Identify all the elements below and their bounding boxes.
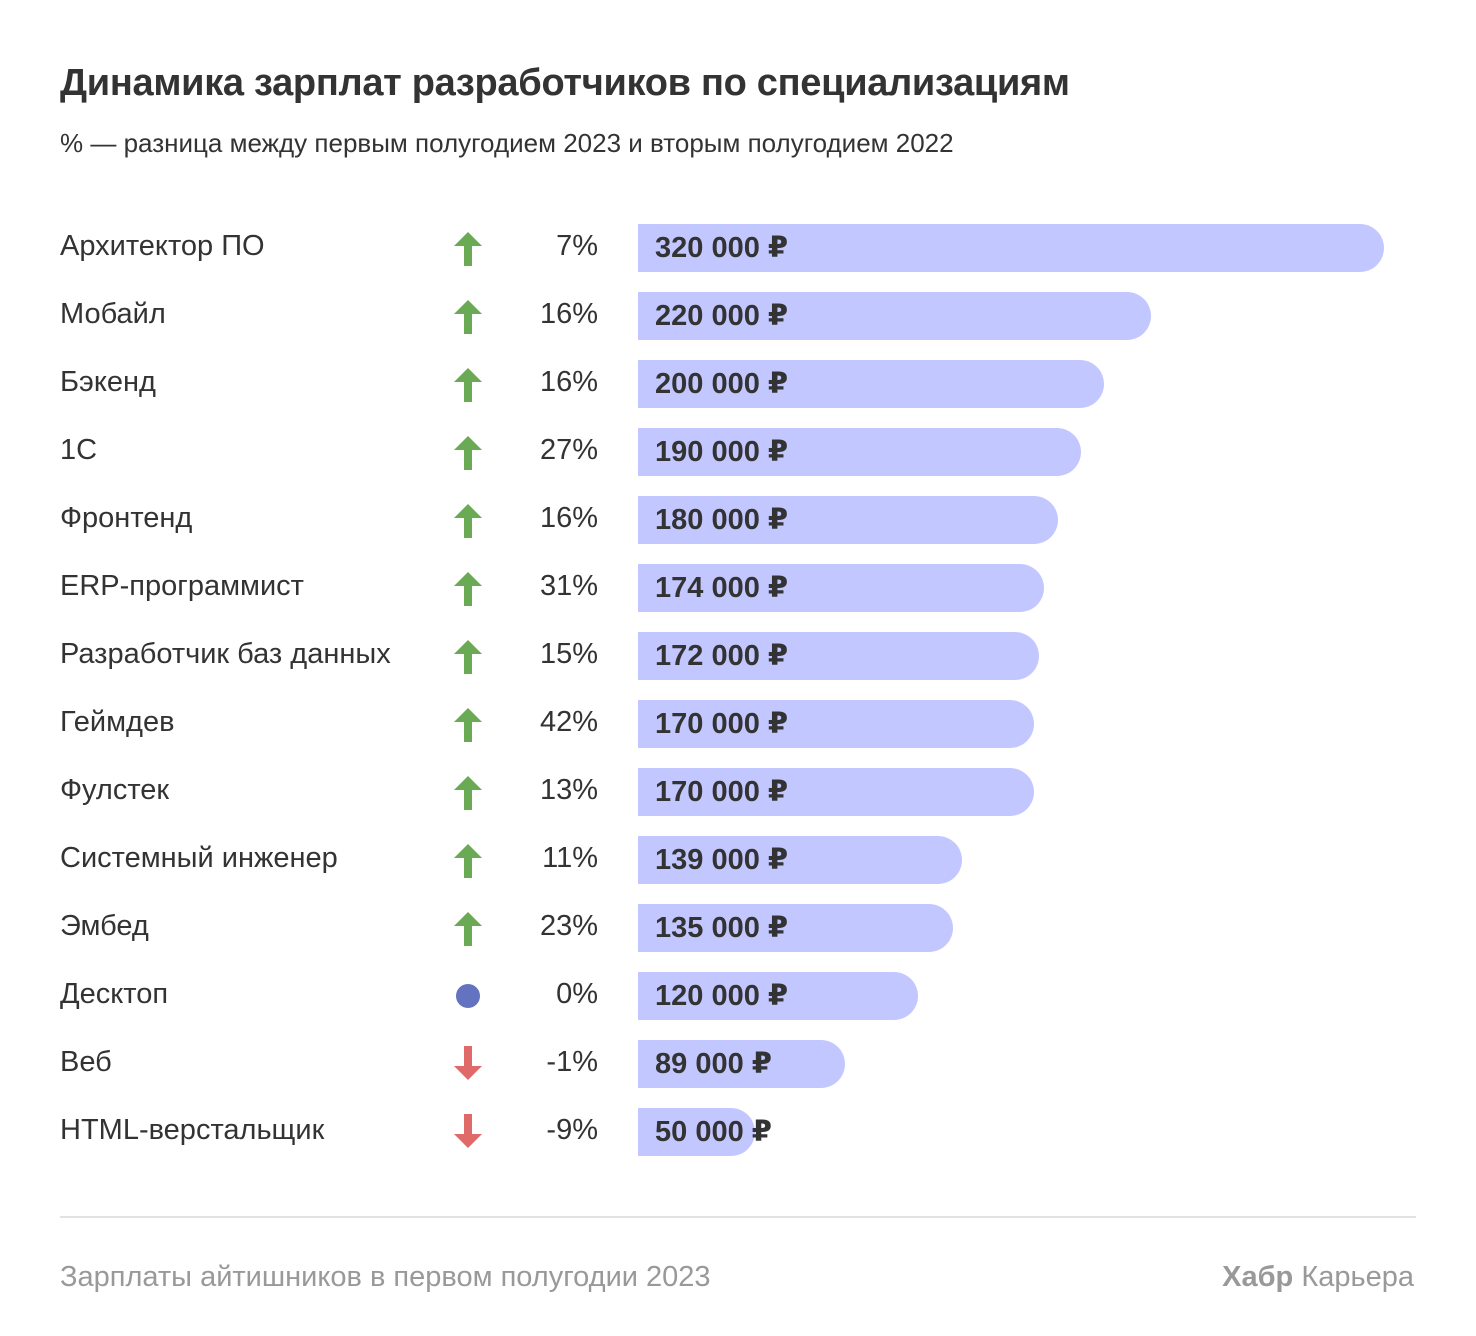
change-label: 0% xyxy=(556,978,598,1010)
bar xyxy=(638,224,1384,272)
arrow-up-icon xyxy=(452,298,484,334)
footer-brand: Хабр Карьера xyxy=(1222,1261,1414,1294)
bar-row: Мобайл 16% 220 000 ₽ xyxy=(0,292,1476,340)
category-label: Фулстек xyxy=(60,774,170,806)
change-label: 13% xyxy=(539,774,598,806)
change-label: 7% xyxy=(556,230,598,262)
value-label: 172 000 ₽ xyxy=(655,640,789,672)
bar xyxy=(638,836,963,884)
bar-row: Эмбед 23% 135 000 ₽ xyxy=(0,904,1476,952)
chart-title: Динамика зарплат разработчиков по специа… xyxy=(60,62,1070,104)
value-label: 170 000 ₽ xyxy=(655,708,789,740)
bar xyxy=(638,1040,846,1088)
value-label: 89 000 ₽ xyxy=(655,1048,772,1080)
bar xyxy=(638,972,918,1020)
bar xyxy=(638,1108,755,1156)
value-label: 139 000 ₽ xyxy=(655,844,789,876)
change-label: -9% xyxy=(546,1114,598,1146)
bar-row: Разработчик баз данных 15% 172 000 ₽ xyxy=(0,632,1476,680)
brand-bold: Хабр xyxy=(1222,1261,1294,1293)
value-label: 180 000 ₽ xyxy=(655,504,789,536)
bar xyxy=(638,496,1058,544)
bar-row: 1С 27% 190 000 ₽ xyxy=(0,428,1476,476)
arrow-up-icon xyxy=(452,638,484,674)
bar xyxy=(638,360,1105,408)
category-label: Системный инженер xyxy=(60,842,338,874)
category-label: Разработчик баз данных xyxy=(60,638,391,670)
brand-regular: Карьера xyxy=(1301,1261,1414,1293)
category-label: Мобайл xyxy=(60,298,166,330)
value-label: 135 000 ₽ xyxy=(655,912,789,944)
value-label: 220 000 ₽ xyxy=(655,300,789,332)
arrow-up-icon xyxy=(452,570,484,606)
value-label: 200 000 ₽ xyxy=(655,368,789,400)
bar xyxy=(638,768,1035,816)
category-label: Фронтенд xyxy=(60,502,193,534)
category-label: 1С xyxy=(60,434,98,466)
arrow-down-icon xyxy=(452,1046,484,1082)
category-label: HTML-верстальщик xyxy=(60,1114,325,1146)
change-label: 11% xyxy=(542,842,598,874)
bar xyxy=(638,700,1035,748)
change-label: -1% xyxy=(546,1046,598,1078)
category-label: ERP-программист xyxy=(60,570,304,602)
bar-row: HTML-верстальщик -9% 50 000 ₽ xyxy=(0,1108,1476,1156)
value-label: 190 000 ₽ xyxy=(655,436,789,468)
arrow-up-icon xyxy=(452,706,484,742)
bar-row: Десктоп 0% 120 000 ₽ xyxy=(0,972,1476,1020)
bar-row: Системный инженер 11% 139 000 ₽ xyxy=(0,836,1476,884)
category-label: Десктоп xyxy=(60,978,169,1010)
change-label: 27% xyxy=(539,434,598,466)
category-label: Бэкенд xyxy=(60,366,156,398)
change-label: 16% xyxy=(539,502,598,534)
bar-row: ERP-программист 31% 174 000 ₽ xyxy=(0,564,1476,612)
arrow-up-icon xyxy=(452,230,484,266)
arrow-up-icon xyxy=(452,774,484,810)
arrow-up-icon xyxy=(452,366,484,402)
value-label: 174 000 ₽ xyxy=(655,572,789,604)
dot-icon xyxy=(452,978,484,1014)
footer-source: Зарплаты айтишников в первом полугодии 2… xyxy=(60,1261,711,1293)
bar xyxy=(638,292,1151,340)
bar xyxy=(638,632,1039,680)
chart-subtitle: % — разница между первым полугодием 2023… xyxy=(60,128,954,158)
change-label: 16% xyxy=(539,366,598,398)
change-label: 42% xyxy=(539,706,598,738)
category-label: Геймдев xyxy=(60,706,175,738)
change-label: 15% xyxy=(539,638,598,670)
change-label: 31% xyxy=(539,570,598,602)
bar xyxy=(638,564,1044,612)
bar xyxy=(638,904,953,952)
category-label: Веб xyxy=(60,1046,112,1078)
arrow-up-icon xyxy=(452,910,484,946)
change-label: 16% xyxy=(539,298,598,330)
arrow-up-icon xyxy=(452,842,484,878)
bar-row: Фронтенд 16% 180 000 ₽ xyxy=(0,496,1476,544)
value-label: 170 000 ₽ xyxy=(655,776,789,808)
arrow-down-icon xyxy=(452,1114,484,1150)
category-label: Эмбед xyxy=(60,910,149,942)
arrow-up-icon xyxy=(452,434,484,470)
bar xyxy=(638,428,1081,476)
bar-row: Веб -1% 89 000 ₽ xyxy=(0,1040,1476,1088)
category-label: Архитектор ПО xyxy=(60,230,265,262)
bar-row: Бэкенд 16% 200 000 ₽ xyxy=(0,360,1476,408)
change-label: 23% xyxy=(539,910,598,942)
value-label: 320 000 ₽ xyxy=(655,232,789,264)
bar-row: Фулстек 13% 170 000 ₽ xyxy=(0,768,1476,816)
value-label: 50 000 ₽ xyxy=(655,1116,772,1148)
footer-divider xyxy=(60,1216,1416,1218)
bar-row: Геймдев 42% 170 000 ₽ xyxy=(0,700,1476,748)
arrow-up-icon xyxy=(452,502,484,538)
value-label: 120 000 ₽ xyxy=(655,980,789,1012)
bar-row: Архитектор ПО 7% 320 000 ₽ xyxy=(0,224,1476,272)
